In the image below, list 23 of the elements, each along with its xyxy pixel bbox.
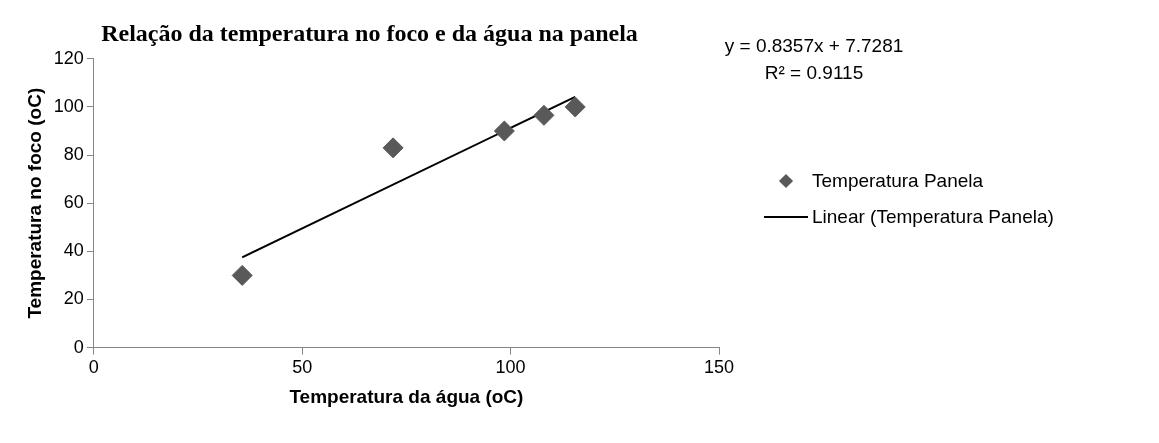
y-tick-label: 120 bbox=[53, 47, 84, 68]
x-axis-title: Temperatura da água (oC) bbox=[289, 385, 524, 407]
point bbox=[533, 104, 555, 126]
x-tick-label: 50 bbox=[292, 357, 313, 378]
y-axis-title: Temperatura no foco (oC) bbox=[23, 87, 45, 319]
legend-label: Linear (Temperatura Panela) bbox=[812, 206, 1054, 229]
chart-title: Relação da temperatura no foco e da água na panela bbox=[101, 19, 638, 46]
point bbox=[382, 137, 404, 159]
point bbox=[231, 264, 253, 286]
x-tick-label: 0 bbox=[88, 357, 99, 378]
x-tick-label: 150 bbox=[703, 357, 735, 378]
point bbox=[564, 96, 586, 118]
text: y = 0.8357x + 7.7281 bbox=[724, 34, 904, 56]
y-tick-label: 40 bbox=[63, 240, 84, 261]
y-tick-label: 80 bbox=[63, 144, 84, 165]
point bbox=[493, 120, 515, 142]
y-tick-label: 20 bbox=[63, 288, 84, 309]
legend-label: Temperatura Panela bbox=[812, 170, 984, 193]
x-tick-label: 100 bbox=[495, 357, 526, 378]
text: R² = 0.9115 bbox=[764, 61, 864, 83]
y-tick-label: 0 bbox=[73, 336, 84, 357]
y-tick-label: 60 bbox=[63, 192, 84, 213]
y-tick-label: 100 bbox=[53, 95, 84, 116]
